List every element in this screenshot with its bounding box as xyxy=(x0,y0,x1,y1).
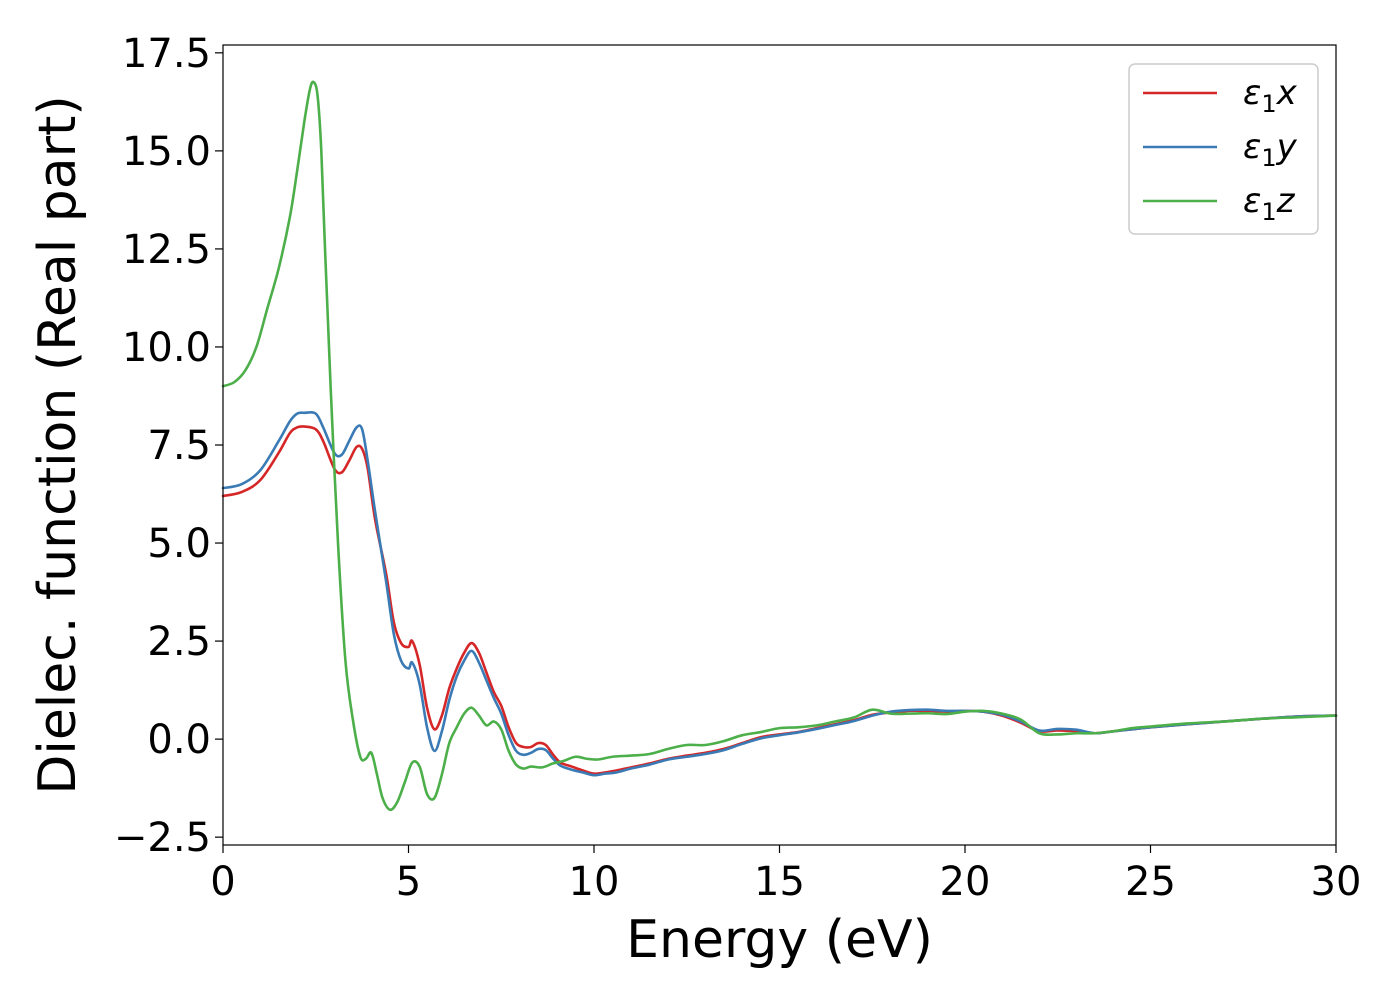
y-tick-label: 10.0 xyxy=(122,325,211,371)
y-tick-label: 5.0 xyxy=(147,521,211,567)
y-tick-label: 7.5 xyxy=(147,423,211,469)
x-tick-label: 15 xyxy=(754,859,805,905)
y-axis-label: Dielec. function (Real part) xyxy=(28,95,88,794)
legend-label-z: ε1z xyxy=(1243,181,1296,226)
x-axis-label: Energy (eV) xyxy=(626,910,933,970)
y-tick-label: −2.5 xyxy=(114,815,211,861)
x-tick-label: 25 xyxy=(1125,859,1176,905)
legend: ε1x ε1y ε1z xyxy=(1128,63,1319,235)
y-tick-label: 12.5 xyxy=(122,227,211,273)
x-axis-ticks: 0 5 10 15 20 25 30 xyxy=(210,845,1361,905)
y-tick-label: 17.5 xyxy=(122,31,211,77)
legend-box xyxy=(1128,63,1319,235)
legend-label-y: ε1y xyxy=(1243,127,1298,172)
x-tick-label: 20 xyxy=(940,859,991,905)
y-tick-label: 15.0 xyxy=(122,129,211,175)
y-tick-label: 0.0 xyxy=(147,717,211,763)
x-tick-label: 30 xyxy=(1311,859,1362,905)
x-tick-label: 5 xyxy=(396,859,421,905)
x-tick-label: 0 xyxy=(210,859,235,905)
x-tick-label: 10 xyxy=(569,859,620,905)
series-line-z xyxy=(221,80,1338,812)
y-tick-label: 2.5 xyxy=(147,619,211,665)
y-axis-ticks: −2.5 0.0 2.5 5.0 7.5 10.0 12.5 15.0 17.5 xyxy=(114,31,223,861)
series-layer xyxy=(221,80,1338,812)
legend-label-x: ε1x xyxy=(1243,73,1298,118)
